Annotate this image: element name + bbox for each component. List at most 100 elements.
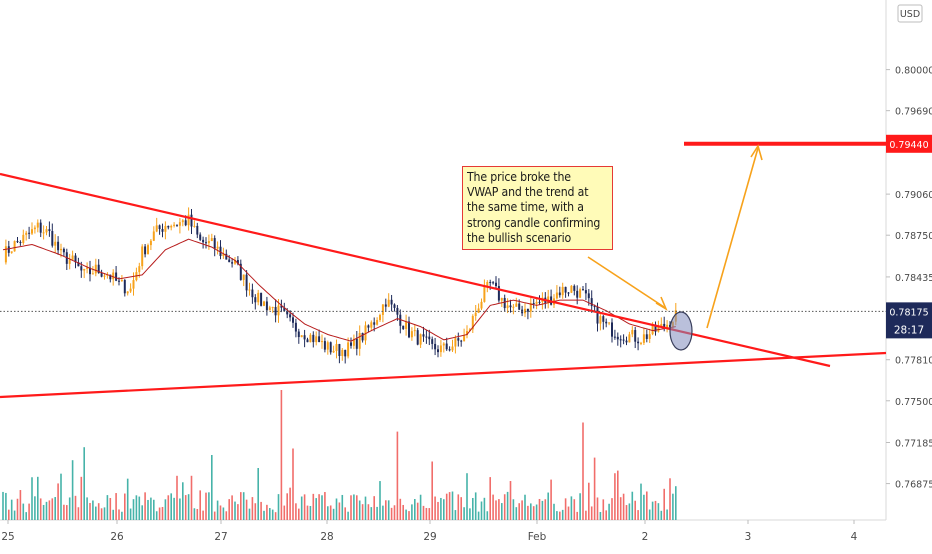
candle-body	[457, 338, 460, 341]
target-price-label: 0.79440	[889, 140, 928, 151]
volume-bar	[332, 508, 335, 520]
candle-body	[555, 292, 558, 299]
volume-bar	[292, 448, 294, 520]
volume-bar	[559, 511, 561, 520]
volume-bar	[405, 509, 407, 520]
x-tick-label: 28	[320, 531, 333, 543]
candle-body	[184, 220, 187, 226]
volume-bar	[477, 511, 480, 520]
candle-body	[384, 304, 387, 307]
volume-bar	[173, 497, 175, 520]
volume-bar	[608, 503, 610, 520]
current-price-tag	[886, 302, 932, 339]
candle-body	[405, 321, 408, 329]
volume-bar	[95, 506, 97, 520]
candle-body	[312, 334, 315, 343]
candle-body	[280, 305, 283, 308]
volume-bar	[657, 503, 660, 520]
candle-body	[13, 241, 16, 252]
candle-body	[480, 301, 483, 309]
volume-bar	[588, 482, 590, 520]
candle-body	[631, 330, 634, 335]
candle-body	[570, 285, 573, 293]
candle-body	[564, 286, 567, 293]
candle-body	[42, 232, 45, 234]
volume-bar	[63, 504, 65, 520]
candle-body	[25, 232, 28, 235]
volume-bar	[570, 496, 573, 520]
candle-body	[492, 282, 495, 284]
candle-body	[260, 292, 263, 306]
volume-bar	[553, 503, 555, 520]
candle-body	[489, 281, 492, 283]
volume-bar	[454, 510, 457, 520]
candle-body	[147, 245, 149, 255]
volume-bar	[483, 497, 486, 520]
candle-body	[347, 342, 350, 357]
x-tick-label: Feb	[528, 531, 547, 543]
volume-bar	[68, 497, 71, 520]
volume-bar	[176, 475, 178, 520]
candle-body	[666, 324, 669, 329]
candle-body	[118, 280, 120, 282]
target-arrow-head	[750, 144, 763, 161]
candle-body	[434, 343, 437, 350]
candle-body	[408, 321, 410, 338]
candle-body	[361, 333, 364, 341]
volume-bar	[472, 497, 474, 520]
candle-body	[379, 314, 381, 321]
volume-bar	[428, 508, 431, 520]
candle-body	[477, 308, 480, 313]
candle-body	[60, 248, 62, 251]
candle-body	[381, 304, 384, 315]
candle-body	[451, 346, 454, 351]
volume-bar	[280, 390, 283, 520]
candle-body	[228, 259, 231, 263]
candle-body	[45, 229, 48, 233]
volume-bar	[666, 509, 668, 520]
volume-bar	[379, 481, 381, 520]
volume-bar	[266, 504, 268, 520]
callout-arrow-line	[587, 256, 665, 308]
volume-bar	[393, 505, 396, 520]
candle-body	[16, 241, 19, 243]
volume-bar	[414, 499, 416, 520]
volume-bar	[466, 473, 468, 520]
volume-bar	[57, 483, 59, 520]
candle-body	[271, 307, 274, 309]
currency-box	[897, 4, 923, 23]
volume-bar	[663, 488, 665, 520]
volume-bar	[434, 496, 436, 520]
volume-bar	[54, 497, 56, 520]
volume-bar	[31, 477, 33, 520]
candle-body	[193, 225, 196, 227]
y-tick-label: 0.79060	[895, 190, 932, 201]
volume-bar	[124, 493, 126, 520]
candle-body	[91, 273, 94, 275]
volume-bar	[138, 496, 141, 520]
volume-bar	[460, 497, 462, 520]
candle-body	[587, 293, 590, 299]
volume-bar	[161, 506, 164, 520]
candle-body	[352, 338, 355, 346]
volume-bar	[527, 505, 529, 520]
volume-bar	[625, 505, 628, 520]
volume-bar	[89, 502, 91, 520]
candle-body	[642, 334, 645, 343]
candle-body	[611, 322, 613, 337]
candle-body	[613, 336, 616, 338]
candle-body	[222, 253, 225, 257]
volume-bar	[341, 494, 344, 520]
x-tick-label: 29	[423, 531, 436, 543]
volume-bar	[486, 511, 489, 520]
candle-body	[593, 306, 596, 308]
volume-bar	[599, 511, 602, 520]
candle-body	[202, 239, 205, 243]
candle-body	[640, 342, 642, 344]
volume-bar	[248, 508, 251, 520]
candle-body	[558, 292, 561, 296]
candle-body	[112, 272, 115, 280]
candle-body	[616, 336, 619, 340]
candle-body	[164, 225, 167, 232]
